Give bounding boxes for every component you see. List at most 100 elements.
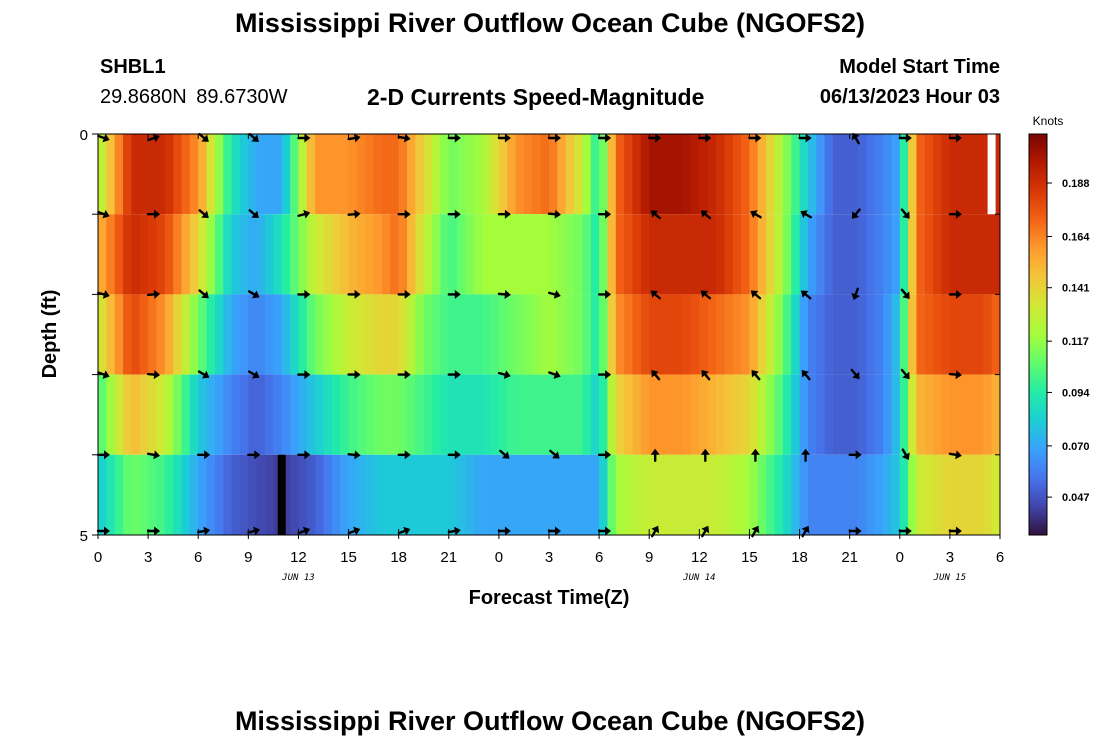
heatmap-cell bbox=[223, 294, 233, 375]
vector-head bbox=[454, 133, 461, 143]
date-label: JUN 13 bbox=[281, 573, 315, 583]
heatmap-cell bbox=[106, 454, 116, 535]
heatmap-cell bbox=[348, 374, 358, 455]
heatmap-cell bbox=[699, 294, 709, 375]
heatmap-cell bbox=[323, 294, 333, 375]
colorbar: Knots 0.188 0.164 0.141 0.117 0.094 0.070 0.04… bbox=[1028, 114, 1090, 536]
heatmap-cell bbox=[281, 214, 291, 295]
current-vector bbox=[97, 290, 110, 299]
heatmap-cell bbox=[490, 454, 500, 535]
heatmap-cell bbox=[348, 134, 358, 215]
heatmap-cell bbox=[741, 294, 751, 375]
current-vector bbox=[547, 526, 561, 536]
current-vector bbox=[901, 448, 910, 460]
vector-head bbox=[454, 526, 461, 536]
heatmap-cell bbox=[407, 454, 416, 535]
heatmap-cell bbox=[440, 374, 450, 455]
heatmap-cell bbox=[983, 374, 993, 455]
vector-head bbox=[454, 209, 461, 219]
heatmap-cell bbox=[365, 374, 375, 455]
heatmap-cell bbox=[757, 134, 767, 215]
heatmap-cell bbox=[732, 454, 742, 535]
heatmap-cell bbox=[849, 294, 859, 375]
heatmap-cell bbox=[298, 134, 308, 215]
heatmap-cell bbox=[123, 454, 133, 535]
heatmap-cell bbox=[198, 374, 208, 455]
heatmap-cell bbox=[665, 374, 675, 455]
heatmap-cell bbox=[356, 374, 366, 455]
current-vector bbox=[499, 449, 510, 459]
vector-head bbox=[700, 448, 710, 455]
heatmap-cell bbox=[849, 134, 859, 215]
vector-head bbox=[955, 370, 962, 380]
current-vector bbox=[297, 209, 311, 219]
heatmap-cell bbox=[791, 454, 801, 535]
heatmap-cell bbox=[632, 454, 642, 535]
heatmap-cell bbox=[632, 374, 642, 455]
heatmap-cell bbox=[724, 214, 734, 295]
heatmap-cell bbox=[791, 374, 801, 455]
heatmap-cell bbox=[674, 134, 684, 215]
heatmap-cell bbox=[465, 134, 475, 215]
vector-head bbox=[304, 289, 311, 299]
current-vector bbox=[248, 132, 259, 142]
heatmap-cell bbox=[966, 374, 976, 455]
colorbar-tick-label: 0.188 bbox=[1062, 178, 1090, 190]
second-page-title: Mississippi River Outflow Ocean Cube (NG… bbox=[234, 706, 866, 736]
heatmap-cell bbox=[607, 134, 617, 215]
heatmap-cell bbox=[340, 134, 350, 215]
heatmap-cell bbox=[356, 214, 366, 295]
heatmap-cell bbox=[599, 214, 609, 295]
heatmap-cell bbox=[607, 374, 617, 455]
heatmap-cell bbox=[415, 454, 425, 535]
vector-head bbox=[154, 209, 161, 219]
heatmap-cell bbox=[356, 454, 366, 535]
heatmap-cell bbox=[123, 214, 133, 295]
heatmap-cell bbox=[565, 214, 575, 295]
heatmap-cell bbox=[465, 454, 475, 535]
heatmap-cell bbox=[198, 214, 208, 295]
heatmap-cell bbox=[899, 294, 909, 375]
heatmap-cell bbox=[741, 214, 751, 295]
heatmap-cell bbox=[849, 454, 859, 535]
x-tick-label: 18 bbox=[791, 549, 808, 566]
heatmap-cell bbox=[315, 294, 325, 375]
current-vector bbox=[548, 370, 561, 379]
heatmap-cell bbox=[574, 294, 584, 375]
heatmap-cell bbox=[640, 294, 650, 375]
heatmap-cell bbox=[114, 374, 124, 455]
vector-head bbox=[503, 370, 511, 379]
vector-head bbox=[605, 450, 612, 460]
heatmap-cell bbox=[139, 294, 149, 375]
heatmap-cell bbox=[649, 134, 659, 215]
heatmap-cell bbox=[507, 214, 517, 295]
heatmap-cell bbox=[774, 134, 784, 215]
vector-head bbox=[805, 133, 812, 143]
heatmap-cell bbox=[899, 134, 909, 215]
heatmap-cell bbox=[824, 454, 834, 535]
heatmap-cell bbox=[657, 374, 667, 455]
current-vector bbox=[948, 289, 962, 299]
heatmap-cell bbox=[440, 214, 450, 295]
vector-head bbox=[454, 450, 461, 460]
x-tick-label: 21 bbox=[841, 549, 858, 566]
heatmap-cell bbox=[707, 214, 717, 295]
heatmap-cell bbox=[649, 214, 659, 295]
heatmap-cell bbox=[532, 454, 542, 535]
current-vector bbox=[698, 133, 712, 143]
heatmap-cell bbox=[949, 374, 959, 455]
heatmap-cell bbox=[632, 214, 642, 295]
heatmap-cell bbox=[832, 294, 842, 375]
heatmap-cell bbox=[231, 454, 241, 535]
heatmap-cell bbox=[832, 454, 842, 535]
current-vector bbox=[597, 370, 612, 380]
page-title: Mississippi River Outflow Ocean Cube (NG… bbox=[234, 8, 866, 38]
heatmap-cell bbox=[148, 294, 158, 375]
heatmap-cell bbox=[991, 134, 1000, 215]
heatmap-cell bbox=[590, 214, 600, 295]
heatmap-cell bbox=[423, 134, 433, 215]
heatmap-cell bbox=[256, 454, 266, 535]
heatmap-cell bbox=[423, 294, 433, 375]
heatmap-cell bbox=[265, 134, 274, 215]
heatmap-cell bbox=[916, 374, 926, 455]
